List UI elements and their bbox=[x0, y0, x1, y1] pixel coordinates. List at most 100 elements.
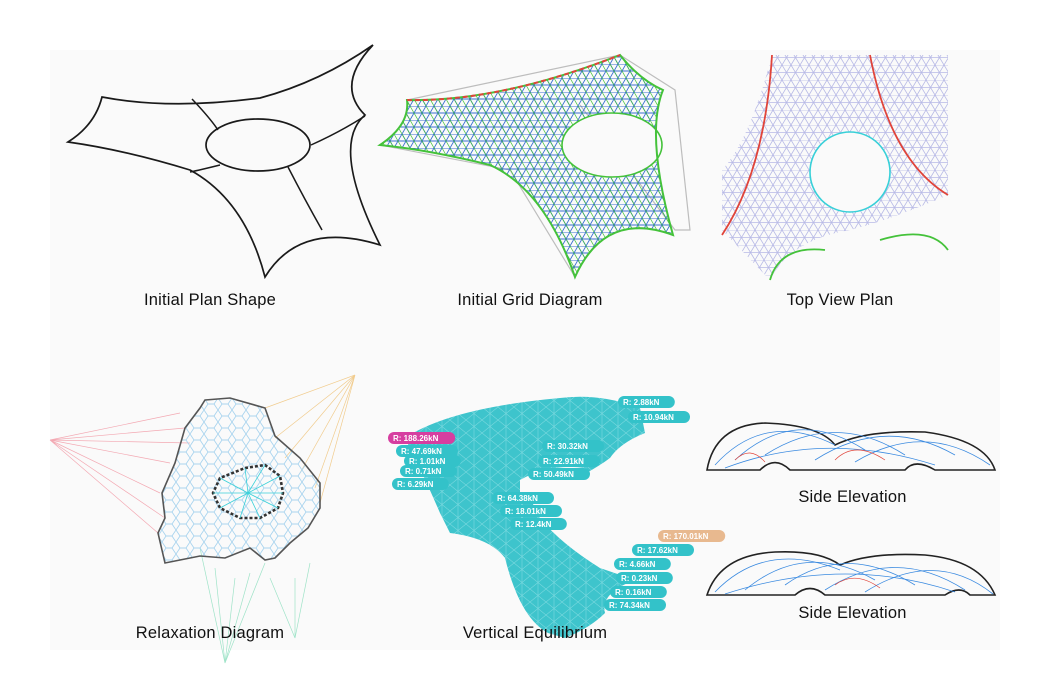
reaction-label: R: 170.01kN bbox=[658, 530, 726, 542]
reaction-label: R: 64.38kN bbox=[492, 492, 554, 504]
reaction-label-text: R: 4.66kN bbox=[619, 560, 656, 569]
reaction-label: R: 10.94kN bbox=[628, 411, 690, 423]
reaction-label: R: 17.62kN bbox=[632, 544, 694, 556]
reaction-label: R: 22.91kN bbox=[538, 455, 600, 467]
plan-spine-right bbox=[310, 115, 366, 146]
top-view-edge-green-right bbox=[879, 233, 949, 251]
caption-relaxation-diagram: Relaxation Diagram bbox=[135, 624, 285, 642]
reaction-label: R: 2.88kN bbox=[618, 396, 675, 408]
reaction-label-text: R: 12.4kN bbox=[515, 520, 552, 529]
reaction-label-pill bbox=[396, 445, 458, 457]
caption-vertical-equilibrium: Vertical Equilibrium bbox=[462, 624, 608, 642]
caption-side-elevation-upper: Side Elevation bbox=[798, 488, 907, 506]
reaction-label-pill bbox=[614, 558, 671, 570]
side-elevation-lower-profile bbox=[705, 550, 997, 596]
caption-side-elevation-lower: Side Elevation bbox=[798, 604, 907, 622]
top-view-edge-green-left bbox=[769, 248, 826, 281]
reaction-label: R: 6.29kN bbox=[392, 478, 449, 490]
plan-outline bbox=[65, 44, 382, 280]
reaction-label-text: R: 0.23kN bbox=[621, 574, 658, 583]
top-view-edge-red-right bbox=[869, 54, 949, 196]
panel-side-elevation-upper: Side Elevation bbox=[705, 400, 1000, 520]
reaction-label: R: 18.01kN bbox=[500, 505, 562, 517]
reaction-label-text: R: 74.34kN bbox=[609, 601, 650, 610]
side-elevation-upper-drawing bbox=[706, 422, 997, 471]
reaction-label-text: R: 2.88kN bbox=[623, 398, 660, 407]
reaction-label-pill bbox=[610, 586, 667, 598]
reaction-label: R: 0.23kN bbox=[616, 572, 673, 584]
top-view-mesh bbox=[722, 55, 948, 280]
reaction-label-text: R: 188.26kN bbox=[393, 434, 439, 443]
plan-spine-top bbox=[191, 98, 219, 131]
plan-oculus bbox=[205, 118, 311, 172]
reaction-label-pill bbox=[528, 468, 590, 480]
reaction-label-pill bbox=[510, 518, 567, 530]
relaxation-force-fans bbox=[49, 374, 356, 664]
reaction-label-text: R: 1.01kN bbox=[409, 457, 446, 466]
panel-top-view-plan: Top View Plan bbox=[710, 50, 970, 320]
reaction-label-pill bbox=[604, 599, 666, 611]
reaction-label-text: R: 17.62kN bbox=[637, 546, 678, 555]
reaction-label-text: R: 6.29kN bbox=[397, 480, 434, 489]
side-elevation-upper-arches bbox=[714, 429, 991, 469]
relaxation-inner-fan bbox=[213, 464, 283, 519]
reaction-label-pill bbox=[632, 544, 694, 556]
side-elevation-lower-drawing bbox=[705, 550, 997, 596]
diagram-board: Initial Plan Shape Initial Grid D bbox=[49, 44, 1000, 664]
reaction-label: R: 4.66kN bbox=[614, 558, 671, 570]
reaction-label: R: 188.26kN bbox=[388, 432, 456, 444]
reaction-label-pill bbox=[400, 465, 457, 477]
reaction-label-text: R: 170.01kN bbox=[663, 532, 709, 541]
reaction-label-pill bbox=[542, 440, 604, 452]
relaxation-drawing bbox=[49, 374, 356, 664]
reaction-label-pill bbox=[404, 455, 461, 467]
reaction-label-pill bbox=[618, 396, 675, 408]
reaction-label-text: R: 18.01kN bbox=[505, 507, 546, 516]
reaction-label-pill bbox=[628, 411, 690, 423]
grid-oculus bbox=[561, 112, 663, 178]
reaction-label-pill bbox=[388, 432, 456, 444]
top-view-oculus bbox=[809, 131, 891, 213]
panel-vertical-equilibrium: R: 188.26kN R: 47.69kN R: 1.01kN R: 0.71kN R… bbox=[370, 368, 726, 648]
panel-side-elevation-lower: Side Elevation bbox=[705, 540, 1000, 650]
top-view-drawing bbox=[721, 54, 949, 281]
reaction-label-text: R: 47.69kN bbox=[401, 447, 442, 456]
caption-top-view-plan: Top View Plan bbox=[786, 291, 894, 309]
side-elevation-lower-red bbox=[834, 577, 881, 589]
initial-plan-shape-drawing bbox=[65, 44, 382, 280]
side-elevation-upper-profile bbox=[706, 422, 997, 471]
reaction-label: R: 47.69kN bbox=[396, 445, 458, 457]
reaction-label: R: 0.16kN bbox=[610, 586, 667, 598]
relaxation-outline bbox=[157, 397, 321, 564]
reaction-label: R: 50.49kN bbox=[528, 468, 590, 480]
reaction-label-pill bbox=[492, 492, 554, 504]
plan-spine-left bbox=[189, 164, 221, 173]
panel-relaxation-diagram: Relaxation Diagram bbox=[49, 368, 370, 664]
reaction-label-text: R: 50.49kN bbox=[533, 470, 574, 479]
panel-initial-plan-shape: Initial Plan Shape bbox=[60, 44, 382, 320]
reaction-label-text: R: 0.71kN bbox=[405, 467, 442, 476]
reaction-label: R: 0.71kN bbox=[400, 465, 457, 477]
reaction-label-pill bbox=[658, 530, 726, 542]
reaction-label-text: R: 10.94kN bbox=[633, 413, 674, 422]
caption-initial-plan-shape: Initial Plan Shape bbox=[143, 291, 277, 309]
caption-initial-grid-diagram: Initial Grid Diagram bbox=[457, 291, 603, 309]
reaction-label-text: R: 22.91kN bbox=[543, 457, 584, 466]
reaction-label-pill bbox=[538, 455, 600, 467]
reaction-label-text: R: 30.32kN bbox=[547, 442, 588, 451]
panel-initial-grid-diagram: Initial Grid Diagram bbox=[370, 50, 691, 320]
reaction-label-pill bbox=[392, 478, 449, 490]
reaction-label: R: 1.01kN bbox=[404, 455, 461, 467]
reaction-label-text: R: 0.16kN bbox=[615, 588, 652, 597]
side-elevation-upper-red bbox=[734, 449, 886, 463]
side-elevation-lower-arches bbox=[714, 558, 994, 595]
grid-boundary bbox=[377, 53, 675, 280]
top-view-edge-red-left bbox=[721, 54, 773, 236]
grid-edge-red bbox=[406, 54, 621, 102]
initial-grid-drawing bbox=[377, 53, 691, 280]
reaction-label: R: 30.32kN bbox=[542, 440, 604, 452]
reaction-label: R: 74.34kN bbox=[604, 599, 666, 611]
reaction-label-text: R: 64.38kN bbox=[497, 494, 538, 503]
